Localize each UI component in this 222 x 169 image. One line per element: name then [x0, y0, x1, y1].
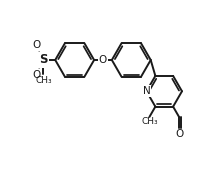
Text: CH₃: CH₃	[35, 76, 52, 85]
Text: O: O	[32, 70, 41, 80]
Text: O: O	[32, 40, 41, 50]
Text: N: N	[143, 86, 150, 96]
Text: O: O	[175, 129, 183, 139]
Text: CH₃: CH₃	[141, 117, 158, 126]
Text: O: O	[99, 55, 107, 65]
Text: S: S	[39, 54, 48, 66]
